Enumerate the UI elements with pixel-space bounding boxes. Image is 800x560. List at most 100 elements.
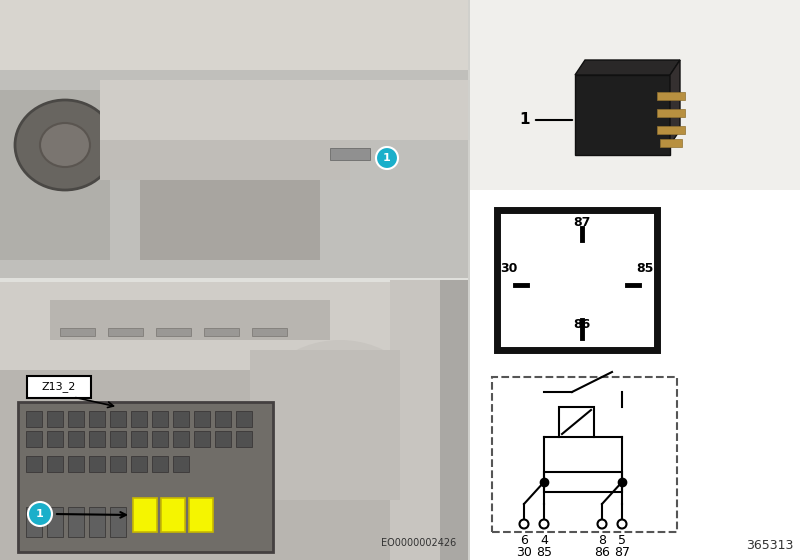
Bar	[173, 411, 189, 427]
Bar	[26, 456, 42, 472]
Bar	[26, 431, 42, 447]
Bar	[100, 80, 470, 140]
Bar	[173, 456, 189, 472]
Bar	[544, 472, 622, 492]
Polygon shape	[670, 60, 680, 145]
Bar	[0, 0, 470, 70]
Bar	[0, 280, 470, 370]
Bar	[657, 126, 685, 134]
Ellipse shape	[250, 340, 430, 500]
Bar	[497, 210, 657, 350]
Bar	[133, 498, 157, 532]
Polygon shape	[575, 60, 680, 75]
Bar	[330, 148, 370, 160]
Bar	[0, 278, 470, 282]
Text: 87: 87	[574, 216, 590, 228]
Bar	[468, 0, 470, 560]
Bar	[492, 377, 677, 532]
Text: 4: 4	[540, 534, 548, 547]
Bar	[0, 90, 110, 260]
Bar	[18, 402, 273, 552]
Bar	[110, 456, 126, 472]
Bar	[660, 139, 682, 147]
Circle shape	[376, 147, 398, 169]
Bar	[89, 507, 105, 537]
Text: 30: 30	[500, 262, 518, 274]
Bar	[215, 431, 231, 447]
Bar	[26, 507, 42, 537]
Circle shape	[28, 502, 52, 526]
Text: 365313: 365313	[746, 539, 793, 552]
Bar	[47, 507, 63, 537]
Bar	[68, 507, 84, 537]
Circle shape	[598, 520, 606, 529]
Bar	[236, 431, 252, 447]
Bar	[152, 456, 168, 472]
Bar	[0, 0, 470, 280]
Bar	[100, 140, 350, 180]
Circle shape	[519, 520, 529, 529]
Bar	[110, 431, 126, 447]
Bar	[68, 411, 84, 427]
Ellipse shape	[15, 100, 115, 190]
Bar	[110, 507, 126, 537]
Bar	[236, 411, 252, 427]
Text: 86: 86	[574, 319, 590, 332]
Ellipse shape	[40, 123, 90, 167]
Bar	[657, 92, 685, 100]
Bar	[161, 498, 185, 532]
Bar	[252, 328, 287, 336]
Bar	[131, 431, 147, 447]
Bar	[89, 456, 105, 472]
Circle shape	[539, 520, 549, 529]
Bar	[26, 411, 42, 427]
Bar	[89, 411, 105, 427]
Text: 85: 85	[636, 262, 654, 274]
Bar	[131, 411, 147, 427]
Bar	[204, 328, 239, 336]
Text: 6: 6	[520, 534, 528, 547]
Bar	[390, 280, 440, 560]
Bar	[47, 411, 63, 427]
Bar	[575, 75, 670, 155]
Bar	[189, 498, 213, 532]
Bar	[140, 180, 320, 260]
Circle shape	[618, 520, 626, 529]
Bar	[131, 456, 147, 472]
Bar	[152, 411, 168, 427]
Text: 5: 5	[618, 534, 626, 547]
Bar	[68, 431, 84, 447]
Text: 1: 1	[383, 153, 391, 163]
Text: 30: 30	[516, 545, 532, 558]
Bar	[50, 300, 330, 340]
Bar	[156, 328, 191, 336]
Text: 1: 1	[519, 113, 530, 128]
Bar	[152, 431, 168, 447]
Bar	[559, 407, 594, 437]
Bar	[173, 431, 189, 447]
Bar	[47, 456, 63, 472]
Text: 86: 86	[594, 545, 610, 558]
Text: Z13_2: Z13_2	[42, 381, 76, 393]
Bar	[470, 0, 800, 190]
Bar	[194, 431, 210, 447]
Bar	[470, 0, 800, 560]
Bar	[47, 431, 63, 447]
Bar	[110, 411, 126, 427]
Bar	[390, 280, 470, 560]
Text: EO0000002426: EO0000002426	[381, 538, 456, 548]
Text: 87: 87	[614, 545, 630, 558]
Bar	[60, 328, 95, 336]
Text: 8: 8	[598, 534, 606, 547]
Text: 1: 1	[36, 509, 44, 519]
Bar	[215, 411, 231, 427]
Bar	[0, 280, 470, 560]
Text: 85: 85	[536, 545, 552, 558]
Bar	[68, 456, 84, 472]
Bar	[108, 328, 143, 336]
Bar	[194, 411, 210, 427]
Bar	[657, 109, 685, 117]
Bar	[250, 350, 400, 500]
Bar	[89, 431, 105, 447]
FancyBboxPatch shape	[27, 376, 91, 398]
